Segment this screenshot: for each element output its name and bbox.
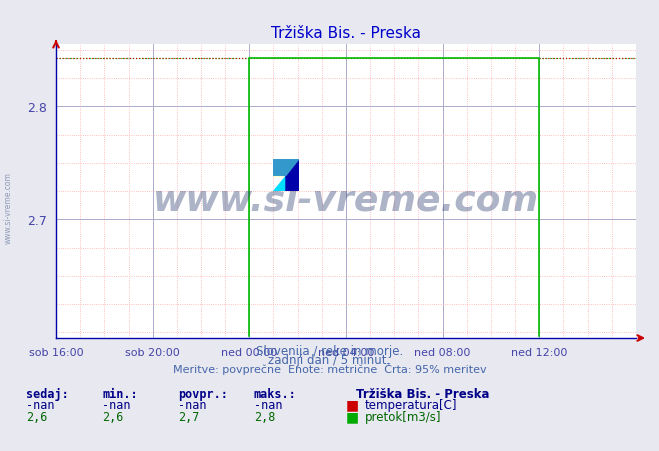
Bar	[273, 160, 286, 176]
Text: Meritve: povprečne  Enote: metrične  Črta: 95% meritev: Meritve: povprečne Enote: metrične Črta:…	[173, 362, 486, 374]
Text: -nan: -nan	[178, 398, 206, 411]
Text: maks.:: maks.:	[254, 387, 297, 400]
Text: pretok[m3/s]: pretok[m3/s]	[364, 410, 441, 423]
Text: Slovenija / reke in morje.: Slovenija / reke in morje.	[256, 344, 403, 357]
Text: -nan: -nan	[102, 398, 130, 411]
Text: 2,7: 2,7	[178, 410, 199, 423]
Text: 2,6: 2,6	[102, 410, 123, 423]
Text: zadnji dan / 5 minut.: zadnji dan / 5 minut.	[268, 353, 391, 366]
Text: temperatura[C]: temperatura[C]	[364, 398, 457, 411]
Text: 2,6: 2,6	[26, 410, 47, 423]
Polygon shape	[273, 160, 299, 176]
Text: min.:: min.:	[102, 387, 138, 400]
Text: Tržiška Bis. - Preska: Tržiška Bis. - Preska	[356, 387, 490, 400]
Text: 2,8: 2,8	[254, 410, 275, 423]
Text: www.si-vreme.com: www.si-vreme.com	[3, 171, 13, 244]
Text: -nan: -nan	[254, 398, 282, 411]
Text: ■: ■	[346, 410, 359, 423]
Polygon shape	[286, 160, 299, 192]
Text: sedaj:: sedaj:	[26, 387, 69, 400]
Text: ■: ■	[346, 397, 359, 411]
Text: -nan: -nan	[26, 398, 55, 411]
Title: Tržiška Bis. - Preska: Tržiška Bis. - Preska	[271, 26, 421, 41]
Text: povpr.:: povpr.:	[178, 387, 228, 400]
Polygon shape	[273, 176, 286, 192]
Text: www.si-vreme.com: www.si-vreme.com	[153, 184, 539, 217]
